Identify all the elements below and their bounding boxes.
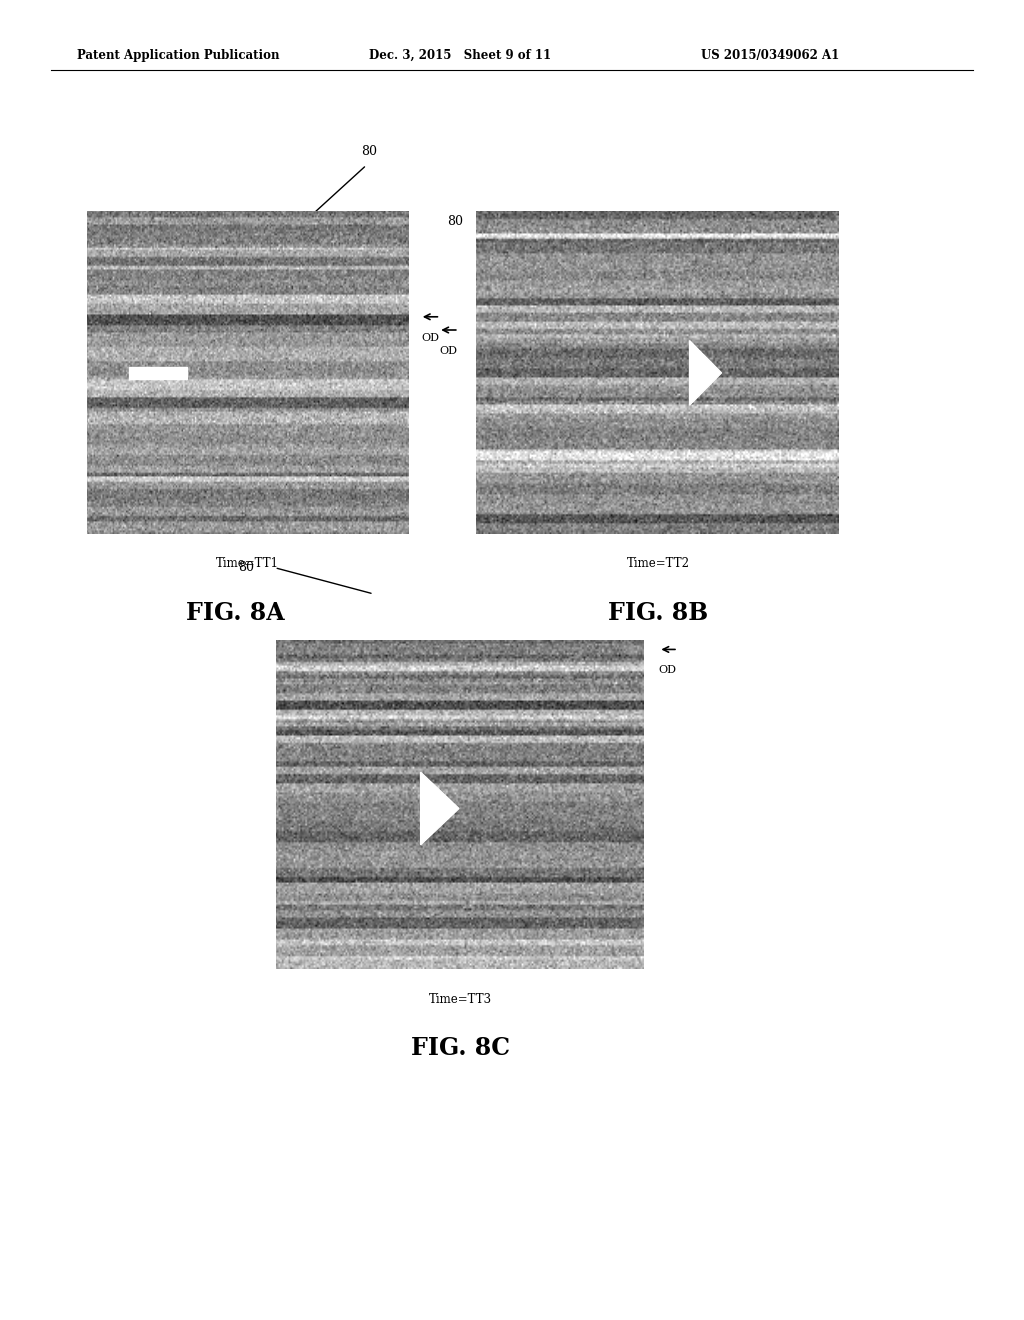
Text: OD: OD [439,346,458,356]
Text: Time=TT3: Time=TT3 [429,993,493,1006]
Text: FIG. 8C: FIG. 8C [412,1036,510,1060]
Text: US 2015/0349062 A1: US 2015/0349062 A1 [701,49,840,62]
Text: Patent Application Publication: Patent Application Publication [77,49,280,62]
Text: 80: 80 [238,561,254,574]
Polygon shape [421,772,459,845]
Text: 80: 80 [360,145,377,158]
Text: Time=TT1: Time=TT1 [216,557,280,570]
Polygon shape [689,341,722,405]
Text: FIG. 8A: FIG. 8A [186,601,285,624]
Text: Time=TT2: Time=TT2 [627,557,690,570]
Text: OD: OD [658,665,677,676]
Text: 80: 80 [446,215,463,228]
Text: Dec. 3, 2015   Sheet 9 of 11: Dec. 3, 2015 Sheet 9 of 11 [369,49,551,62]
Bar [129,367,187,379]
Text: FIG. 8B: FIG. 8B [608,601,709,624]
Text: OD: OD [421,333,439,343]
